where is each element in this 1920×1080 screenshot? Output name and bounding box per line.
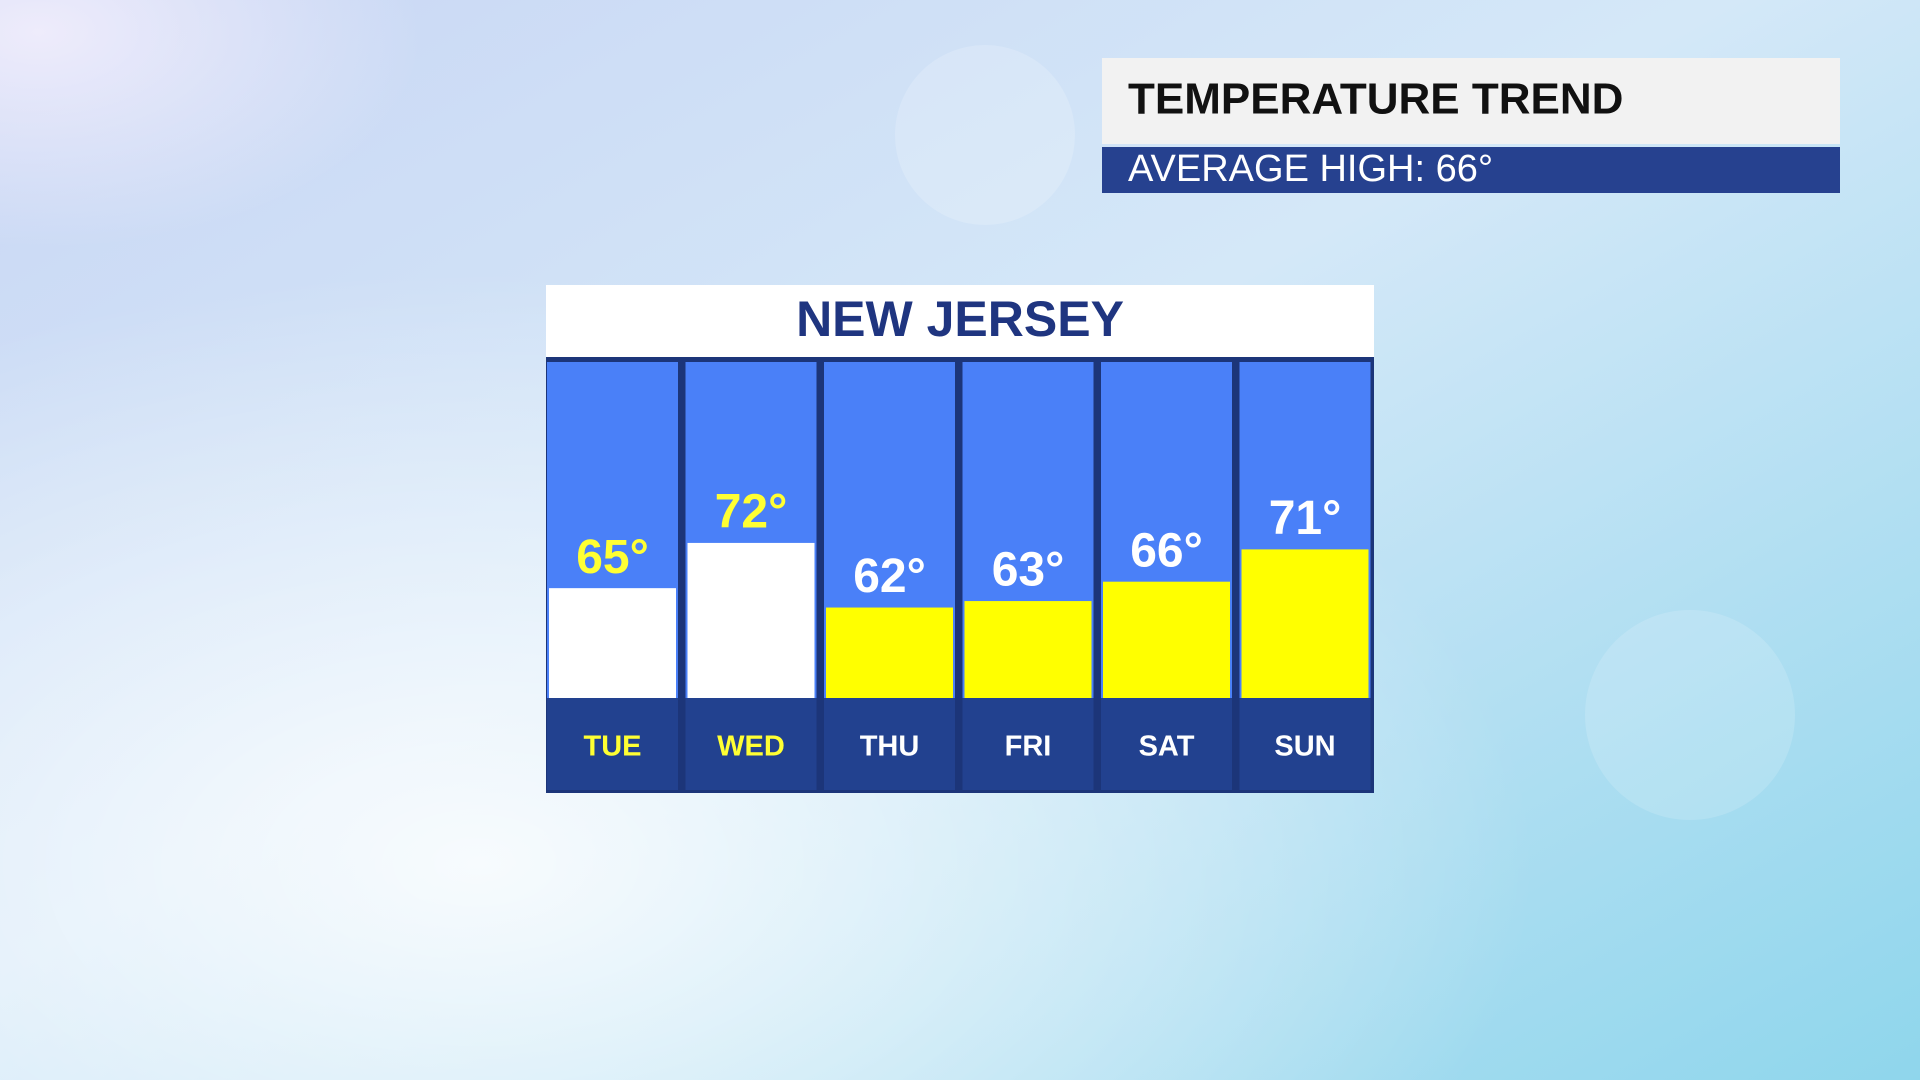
bar	[549, 588, 676, 698]
value-label: 66°	[1130, 524, 1203, 577]
day-label: WED	[717, 731, 785, 763]
day-box	[685, 698, 817, 790]
panel-title-box	[546, 285, 1374, 357]
bar	[1103, 581, 1230, 698]
bar	[1241, 549, 1369, 698]
day-label: SAT	[1139, 731, 1195, 763]
day-box	[547, 698, 678, 790]
day-label: THU	[860, 731, 920, 763]
lens-flare	[1585, 610, 1795, 820]
panel-title: NEW JERSEY	[796, 291, 1124, 347]
day-label: SUN	[1274, 731, 1335, 763]
lens-flare	[895, 45, 1075, 225]
value-label: 72°	[715, 486, 788, 539]
bar	[964, 601, 1092, 698]
value-label: 71°	[1269, 492, 1342, 545]
bar	[826, 607, 953, 698]
panel	[546, 285, 1374, 793]
day-box	[962, 698, 1094, 790]
header-subtitle-box	[1102, 147, 1840, 193]
day-label: FRI	[1005, 731, 1052, 763]
day-box	[824, 698, 955, 790]
value-label: 65°	[576, 531, 649, 584]
header-box	[1102, 58, 1840, 144]
day-label: TUE	[584, 731, 642, 763]
bar	[687, 542, 815, 698]
day-box	[1101, 698, 1232, 790]
header-title: TEMPERATURE TREND	[1128, 75, 1623, 124]
day-box	[1239, 698, 1371, 790]
value-label: 62°	[853, 550, 926, 603]
header-subtitle: AVERAGE HIGH: 66°	[1128, 148, 1493, 190]
value-label: 63°	[992, 544, 1065, 597]
